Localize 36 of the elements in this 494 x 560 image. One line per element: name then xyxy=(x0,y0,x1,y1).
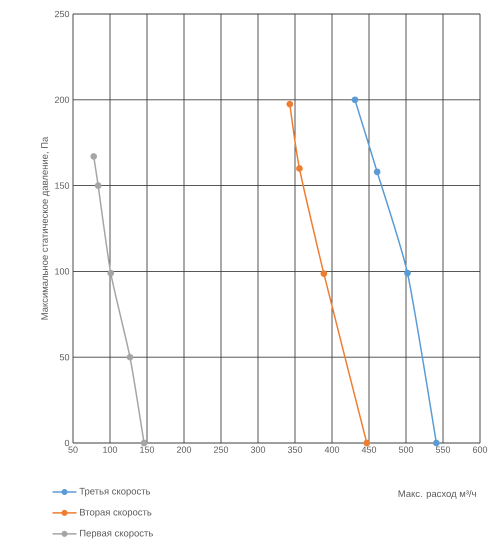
x-tick-label: 450 xyxy=(362,446,376,453)
x-tick-label: 400 xyxy=(324,446,340,453)
point xyxy=(140,440,148,446)
x-axis-title: Макс. расход м³/ч xyxy=(398,490,476,499)
point xyxy=(90,153,98,160)
legend-label: Первая скорость xyxy=(80,530,153,538)
point xyxy=(126,354,134,361)
point xyxy=(320,270,328,277)
point xyxy=(433,440,440,446)
y-tick-label: 150 xyxy=(55,182,70,189)
x-tick-label: 500 xyxy=(398,446,414,453)
point xyxy=(352,96,358,104)
x-tick-label: 550 xyxy=(436,446,450,453)
point xyxy=(404,270,411,276)
x-tick-label: 300 xyxy=(250,446,266,453)
y-tick-label: 0 xyxy=(64,440,70,446)
point xyxy=(374,168,380,176)
x-tick-label: 250 xyxy=(214,446,228,453)
x-tick-label: 50 xyxy=(68,446,78,453)
y-tick-label: 250 xyxy=(54,10,70,18)
x-tick-label: 100 xyxy=(103,446,118,453)
y-tick-label: 200 xyxy=(54,96,70,103)
y-tick-label: 100 xyxy=(55,268,70,275)
y-axis-title: Максимальное статическое давление, Па xyxy=(41,136,50,320)
point xyxy=(286,100,294,108)
x-tick-label: 350 xyxy=(288,446,302,453)
point xyxy=(107,270,114,276)
point xyxy=(363,440,370,446)
legend-label: Вторая скорость xyxy=(80,508,152,518)
point xyxy=(296,165,303,172)
x-tick-label: 600 xyxy=(472,446,488,453)
y-tick-label: 50 xyxy=(60,354,70,360)
legend-label: Третья скорость xyxy=(79,488,150,496)
point xyxy=(94,182,102,189)
x-tick-label: 150 xyxy=(140,446,154,453)
x-tick-label: 200 xyxy=(176,446,192,453)
